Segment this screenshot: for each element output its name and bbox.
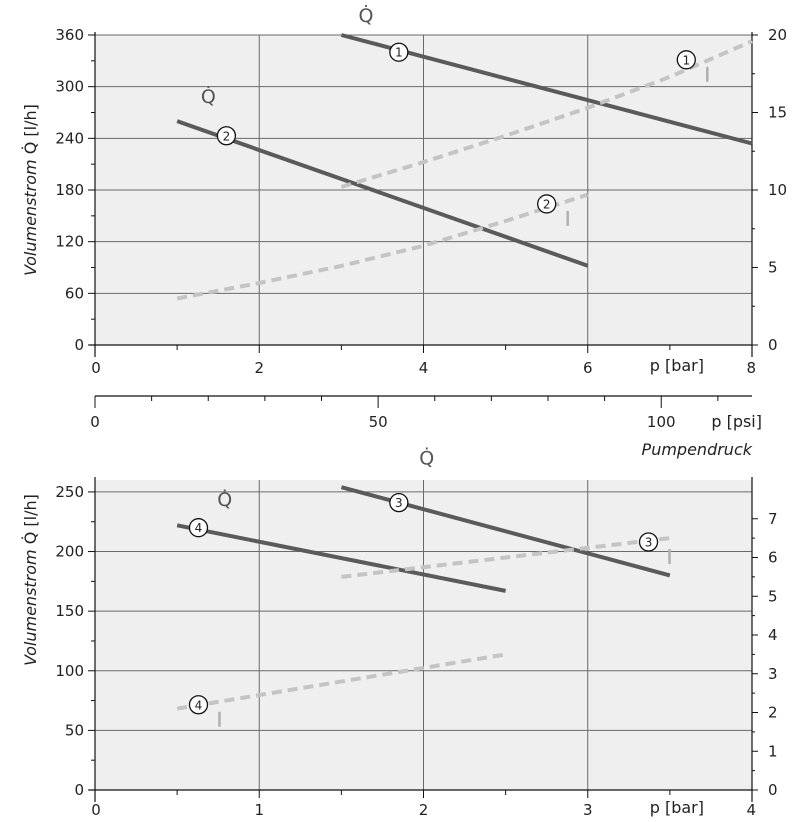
y2-tick-label: 0 [768,781,778,799]
y2-tick-label: 6 [768,549,778,567]
x-axis-label: p [bar] [650,798,704,817]
y2-tick-label: 5 [768,587,778,605]
x-tick-label: 0 [91,359,101,377]
y2-tick-label: 2 [768,704,778,722]
y-axis-label-word: Volumenstrom [21,154,40,276]
series-marker-label: 3 [645,536,653,550]
y2-tick-label: 3 [768,665,778,683]
x-tick-label: 4 [746,801,756,819]
series-line-4-current [176,652,506,711]
y-tick-label: 240 [55,129,84,147]
series-line-4-flow [176,523,507,593]
caption-pumpendruck: Pumpendruck [642,440,753,459]
y2-tick-label: 20 [768,26,787,44]
x-tick-label: 6 [583,359,593,377]
series-marker-label: 2 [543,197,551,211]
series-marker-1 [676,50,696,70]
series-marker-2 [537,194,557,214]
series-marker-1 [389,42,409,62]
y-tick-label: 300 [55,78,84,96]
series-marker-label: 4 [195,698,203,712]
y-axis-label-unit: Q̇ [l/h] [21,494,40,544]
x-axis-label: p [bar] [650,356,704,375]
y-tick-label: 100 [55,662,84,680]
x-tick-label: 8 [746,359,756,377]
y2-tick-label: 0 [768,336,778,354]
y-tick-label: 200 [55,543,84,561]
y2-tick-label: 1 [768,742,778,760]
y2-tick-label: 15 [768,104,787,122]
series-marker-2 [216,126,237,146]
series-marker-label: 1 [395,46,403,60]
y-tick-label: 50 [65,721,84,739]
y-tick-label: 150 [55,602,84,620]
y2-tick-label: 10 [768,181,787,199]
y-axis-label-word: Volumenstrom [21,544,40,666]
y-axis-label: Volumenstrom Q̇ [l/h] [21,494,40,666]
series-line-2-flow [176,119,589,268]
psi-tick-label: 0 [90,413,100,431]
x-tick-label: 4 [419,359,429,377]
y-tick-label: 0 [74,781,84,799]
flow-symbol-label: Q̇ [359,5,374,27]
series-line-1-flow [340,33,753,146]
y-axis-label: Volumenstrom Q̇ [l/h] [21,104,40,276]
psi-axis-label: p [psi] [711,412,762,431]
series-marker-4 [188,695,209,715]
x-tick-label: 0 [91,801,101,819]
y-tick-label: 120 [55,233,84,251]
y-tick-label: 180 [55,181,84,199]
series-line-3-current [341,536,671,579]
flow-symbol-label: Q̇ [419,447,434,469]
flow-symbol-label: Q̇ [201,86,216,108]
series-marker-label: 2 [223,129,231,143]
y-tick-label: 0 [74,336,84,354]
series-line-2-current [176,192,589,301]
y2-tick-label: 7 [768,510,778,528]
y2-tick-label: 4 [768,626,778,644]
series-marker-4 [188,518,209,538]
series-marker-label: 4 [195,521,203,535]
y-axis-label-unit: Q̇ [l/h] [21,104,40,154]
x-tick-label: 1 [254,801,264,819]
chart-bottom: 0 50 100 150 200 250 0 1 2 3 4 5 6 7 0 1 2 3 4 p [bar] Volum… [21,447,778,819]
series-marker-3 [389,493,409,513]
series-marker-label: 1 [682,53,690,67]
x-tick-label: 2 [254,359,264,377]
psi-tick-label: 50 [369,413,388,431]
y-tick-label: 250 [55,483,84,501]
flow-symbol-label: Q̇ [217,489,232,511]
psi-tick-label: 100 [647,413,676,431]
series-marker-3 [638,532,659,552]
x-tick-label: 3 [583,801,593,819]
y-tick-label: 60 [65,284,84,302]
x-tick-label: 2 [419,801,429,819]
y-tick-label: 360 [55,26,84,44]
series-line-1-current [340,39,753,189]
series-marker-label: 3 [395,496,403,510]
y2-tick-label: 5 [768,259,778,277]
